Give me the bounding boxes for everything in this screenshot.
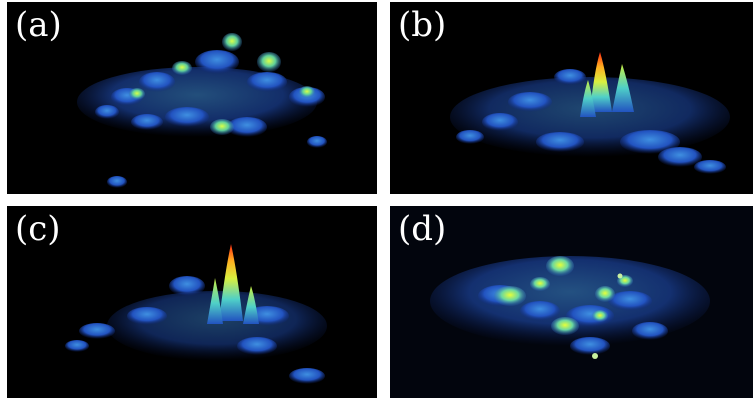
panel-c: (c) — [7, 206, 377, 398]
panel-label-b: (b) — [398, 5, 447, 45]
surface-plot-c — [65, 244, 327, 384]
surface-plot-b — [450, 52, 730, 174]
panel-label-d: (d) — [398, 209, 447, 249]
surface-plot-a — [77, 33, 327, 188]
surface-plot-d — [430, 256, 710, 359]
panel-d: (d) — [390, 206, 753, 398]
panel-a: (a) — [7, 2, 377, 194]
panel-label-a: (a) — [15, 5, 62, 45]
panel-b: (b) — [390, 2, 753, 194]
panel-label-c: (c) — [15, 209, 61, 249]
